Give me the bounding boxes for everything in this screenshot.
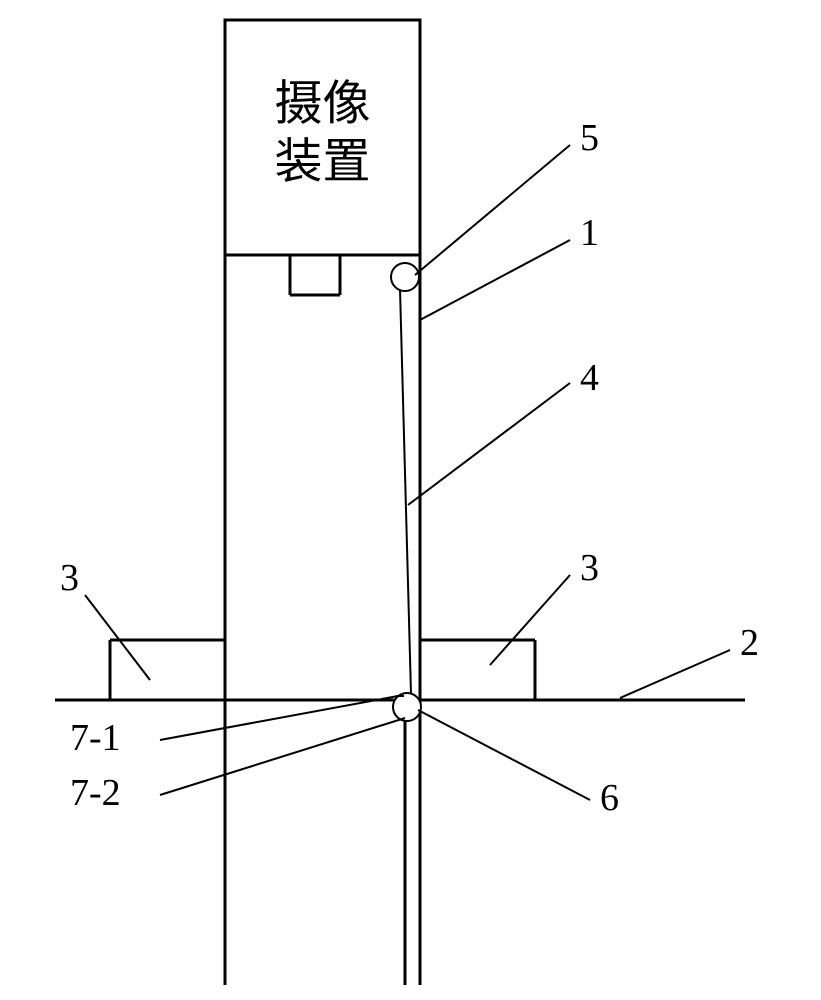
- label-2: 2: [740, 622, 759, 664]
- label-6: 6: [600, 777, 619, 819]
- background: [0, 0, 821, 1000]
- label-5: 5: [580, 117, 599, 159]
- engineering-diagram: 摄像装置 5 1 4 3 3 2 7-1 7-2 6: [0, 0, 821, 1000]
- label-1: 1: [580, 212, 599, 254]
- top-pulley-circle: [391, 263, 419, 291]
- camera-label-line1: 摄像: [274, 78, 370, 131]
- label-3L: 3: [60, 557, 79, 599]
- label-7-2: 7-2: [70, 772, 121, 814]
- label-4: 4: [580, 357, 599, 399]
- label-7-1: 7-1: [70, 717, 121, 759]
- label-3R: 3: [580, 547, 599, 589]
- bottom-pulley-circle: [393, 693, 421, 721]
- camera-label-line2: 装置: [274, 136, 370, 189]
